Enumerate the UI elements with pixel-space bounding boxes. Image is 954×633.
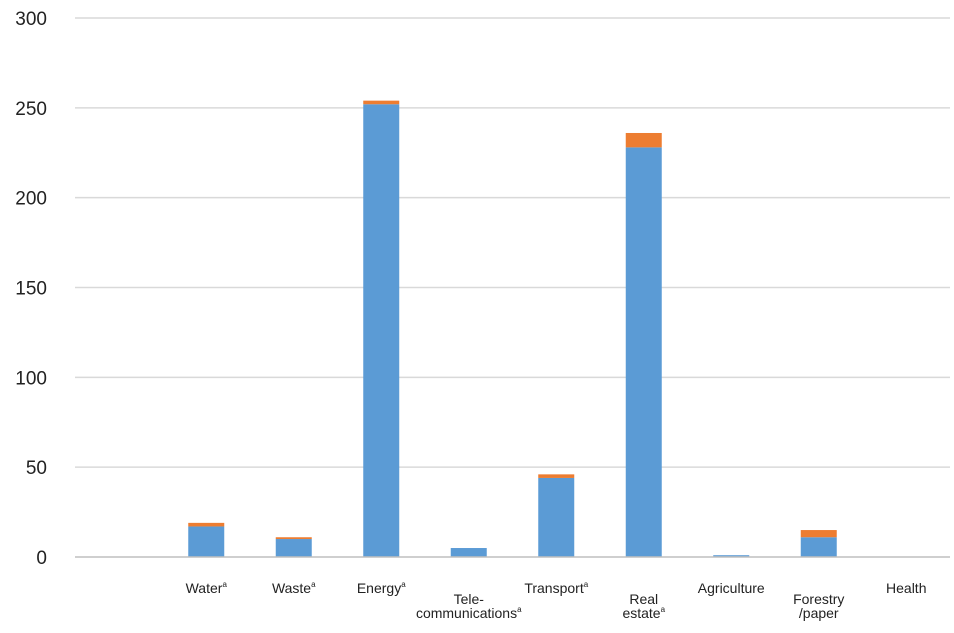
y-axis-tick-labels: 0 50 100 150 200 250 300 bbox=[15, 9, 47, 569]
x-tick-label: Real bbox=[629, 591, 658, 607]
x-tick-label: Wastea bbox=[272, 580, 316, 596]
bar-segment-series-1 bbox=[450, 548, 487, 557]
y-tick-label: 50 bbox=[26, 458, 47, 479]
bar-segment-series-1 bbox=[538, 477, 575, 557]
bars bbox=[188, 100, 837, 558]
bar-segment-series-2 bbox=[188, 522, 225, 527]
y-tick-label: 150 bbox=[15, 279, 47, 300]
x-tick-label: estatea bbox=[622, 605, 665, 621]
bar-segment-series-2 bbox=[800, 530, 837, 538]
y-tick-label: 0 bbox=[36, 548, 47, 569]
x-tick-label: communicationsa bbox=[416, 605, 522, 621]
bar-segment-series-1 bbox=[713, 555, 750, 557]
x-tick-label: Transporta bbox=[524, 580, 588, 596]
bar-segment-series-1 bbox=[188, 526, 225, 557]
bar-segment-series-1 bbox=[275, 539, 312, 557]
gridlines bbox=[75, 17, 950, 468]
x-tick-label: Forestry bbox=[793, 591, 844, 607]
y-tick-label: 200 bbox=[15, 189, 47, 210]
bar-segment-series-2 bbox=[625, 132, 662, 148]
x-tick-label: Agriculture bbox=[698, 580, 765, 596]
x-axis-tick-labels: Watera Wastea Energya Tele-communicationsaT… bbox=[186, 580, 927, 621]
bar-segment-series-1 bbox=[363, 104, 400, 558]
x-tick-label: Watera bbox=[186, 580, 228, 596]
x-tick-label: Tele- bbox=[454, 591, 485, 607]
bar-segment-series-2 bbox=[363, 100, 400, 105]
x-tick-label: Energya bbox=[357, 580, 406, 596]
y-tick-label: 250 bbox=[15, 99, 47, 120]
x-tick-label: /paper bbox=[799, 605, 839, 621]
bar-segment-series-1 bbox=[625, 147, 662, 558]
y-tick-label: 300 bbox=[15, 9, 47, 30]
x-tick-label: Health bbox=[886, 580, 926, 596]
bar-segment-series-2 bbox=[275, 537, 312, 540]
bar-segment-series-2 bbox=[538, 474, 575, 478]
bar-segment-series-1 bbox=[800, 537, 837, 557]
y-tick-label: 100 bbox=[15, 368, 47, 389]
